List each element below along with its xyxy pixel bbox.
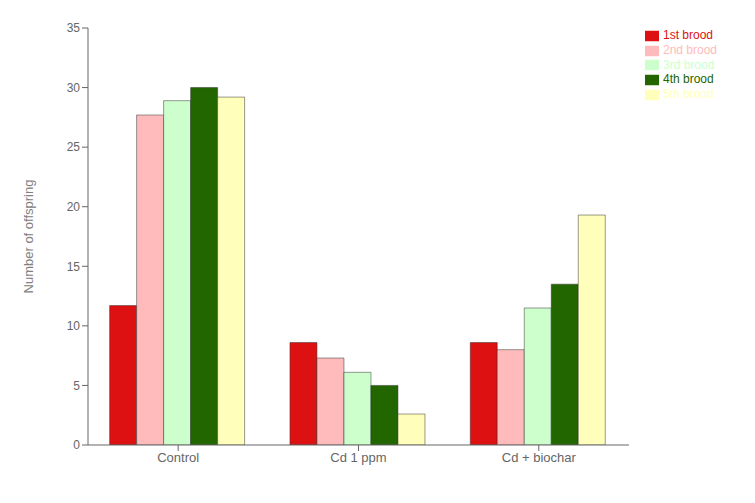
svg-text:20: 20: [67, 200, 81, 214]
svg-text:Control: Control: [157, 450, 199, 465]
svg-text:25: 25: [67, 140, 81, 154]
svg-text:Number of offspring: Number of offspring: [21, 180, 36, 294]
svg-text:Cd 1 ppm: Cd 1 ppm: [330, 450, 386, 465]
html-text:3rd brood: 3rd brood: [663, 57, 715, 72]
svg-text:5: 5: [73, 379, 80, 393]
svg-text:15: 15: [67, 260, 81, 274]
svg-text:35: 35: [67, 21, 81, 35]
svg-text:30: 30: [67, 81, 81, 95]
html-text:1st brood: 1st brood: [663, 28, 713, 42]
svg-text:Cd + biochar: Cd + biochar: [502, 450, 577, 465]
svg-text:0: 0: [73, 438, 80, 452]
svg-text:10: 10: [67, 319, 81, 333]
html-text:4th brood: 4th brood: [663, 72, 714, 87]
html-text:2nd brood: 2nd brood: [663, 42, 717, 57]
html-text:5th brood: 5th brood: [663, 87, 714, 102]
